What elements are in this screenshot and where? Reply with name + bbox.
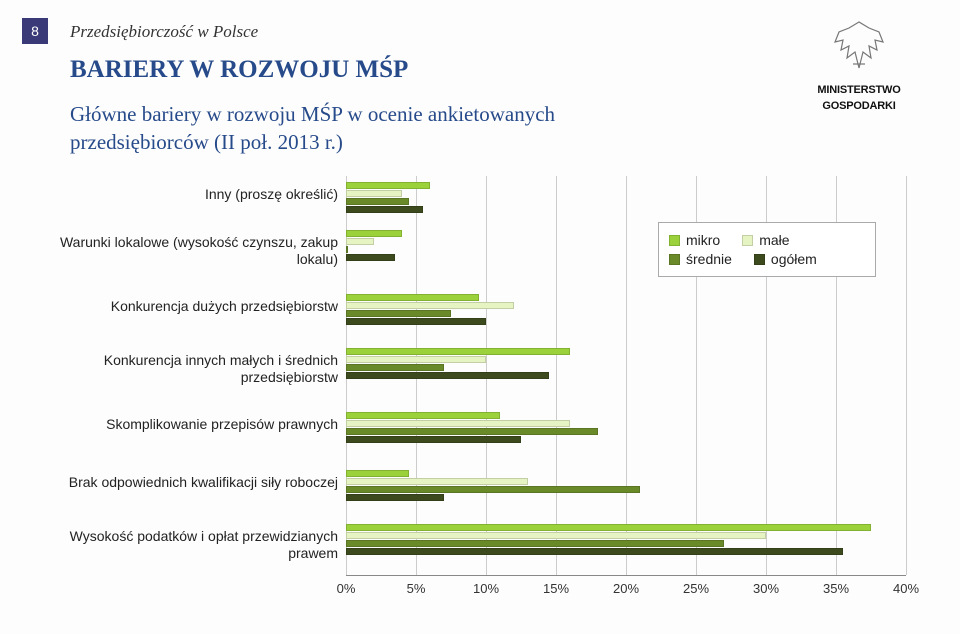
- chart-category-label: Brak odpowiednich kwalifikacji siły robo…: [48, 474, 338, 491]
- chart-bar: [346, 436, 521, 443]
- chart-gridline: [626, 176, 627, 575]
- chart-plot-area: 0%5%10%15%20%25%30%35%40%mikromałeśredni…: [346, 176, 906, 576]
- chart-bar: [346, 494, 444, 501]
- chart-bar: [346, 372, 549, 379]
- legend-item: ogółem: [754, 251, 817, 267]
- chart-bar: [346, 182, 430, 189]
- chart-bar: [346, 310, 451, 317]
- chart-xtick: 25%: [683, 581, 709, 596]
- chart-bar: [346, 540, 724, 547]
- chart-bar: [346, 356, 486, 363]
- chart-legend: mikro małe średnie ogółem: [658, 222, 876, 277]
- chart-bar: [346, 420, 570, 427]
- chart-xtick: 15%: [543, 581, 569, 596]
- chart-bar: [346, 428, 598, 435]
- legend-item: mikro: [669, 232, 720, 248]
- chart-category-label: Inny (proszę określić): [48, 186, 338, 203]
- series-title: Przedsiębiorczość w Polsce: [70, 22, 258, 42]
- chart-bar: [346, 364, 444, 371]
- chart-bar: [346, 470, 409, 477]
- chart-bar: [346, 548, 843, 555]
- chart-xtick: 30%: [753, 581, 779, 596]
- chart-xtick: 0%: [337, 581, 356, 596]
- main-title: BARIERY W ROZWOJU MŚP: [70, 56, 408, 84]
- legend-label: średnie: [686, 251, 732, 267]
- chart-bar: [346, 318, 486, 325]
- chart-bar: [346, 254, 395, 261]
- chart-xtick: 20%: [613, 581, 639, 596]
- barriers-chart: Inny (proszę określić) Warunki lokalowe (…: [48, 176, 918, 596]
- chart-bar: [346, 198, 409, 205]
- legend-swatch: [754, 254, 765, 265]
- chart-category-label: Wysokość podatków i opłat przewidzianych…: [48, 528, 338, 562]
- chart-bar: [346, 302, 514, 309]
- legend-label: małe: [759, 232, 789, 248]
- page-number: 8: [22, 18, 48, 44]
- chart-bar: [346, 230, 402, 237]
- ministry-logo: MINISTERSTWO GOSPODARKI: [794, 18, 924, 112]
- legend-label: ogółem: [771, 251, 817, 267]
- eagle-icon: [794, 18, 924, 80]
- chart-bar: [346, 238, 374, 245]
- ministry-label-top: MINISTERSTWO: [794, 84, 924, 96]
- chart-bar: [346, 524, 871, 531]
- chart-bar: [346, 348, 570, 355]
- chart-xtick: 5%: [407, 581, 426, 596]
- subtitle: Główne bariery w rozwoju MŚP w ocenie an…: [70, 100, 670, 157]
- legend-label: mikro: [686, 232, 720, 248]
- chart-category-labels: Inny (proszę określić) Warunki lokalowe (…: [48, 176, 346, 596]
- chart-xtick: 35%: [823, 581, 849, 596]
- chart-xtick: 10%: [473, 581, 499, 596]
- legend-item: małe: [742, 232, 789, 248]
- chart-category-label: Konkurencja innych małych i średnich prz…: [48, 352, 338, 386]
- legend-item: średnie: [669, 251, 732, 267]
- legend-swatch: [669, 254, 680, 265]
- legend-swatch: [742, 235, 753, 246]
- chart-category-label: Warunki lokalowe (wysokość czynszu, zaku…: [48, 234, 338, 268]
- chart-gridline: [556, 176, 557, 575]
- chart-xtick: 40%: [893, 581, 919, 596]
- ministry-label-bottom: GOSPODARKI: [794, 100, 924, 112]
- chart-bar: [346, 532, 766, 539]
- chart-bar: [346, 294, 479, 301]
- legend-swatch: [669, 235, 680, 246]
- chart-category-label: Skomplikowanie przepisów prawnych: [48, 416, 338, 433]
- chart-bar: [346, 246, 348, 253]
- chart-bar: [346, 206, 423, 213]
- chart-bar: [346, 478, 528, 485]
- chart-gridline: [906, 176, 907, 575]
- chart-bar: [346, 190, 402, 197]
- chart-bar: [346, 486, 640, 493]
- chart-bar: [346, 412, 500, 419]
- chart-category-label: Konkurencja dużych przedsiębiorstw: [48, 298, 338, 315]
